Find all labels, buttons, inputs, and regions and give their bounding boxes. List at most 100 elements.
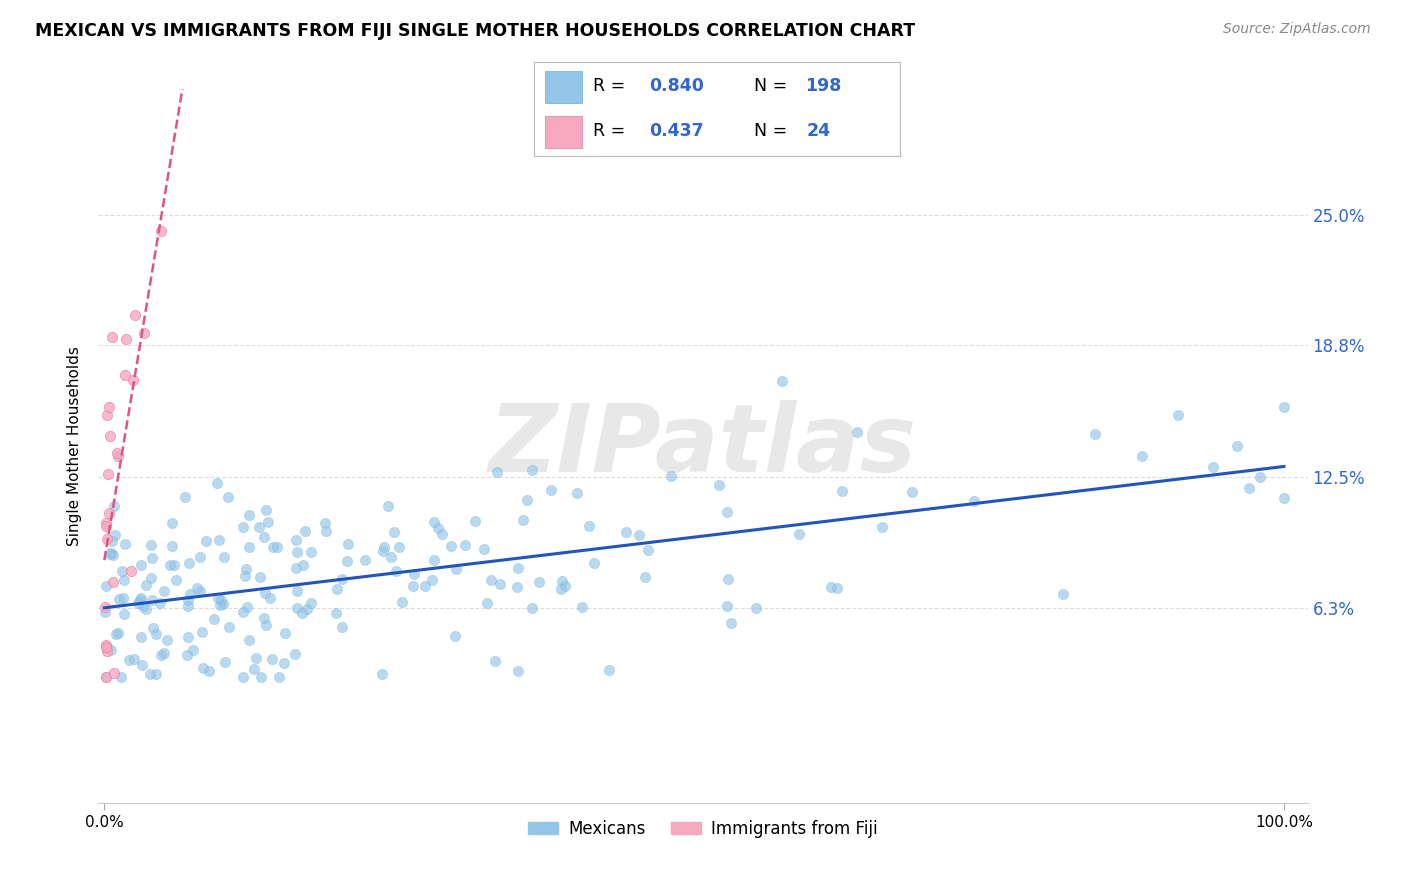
Point — [285, 561, 308, 575]
Point — [103, 665, 125, 680]
Point — [385, 564, 408, 578]
Point — [423, 515, 446, 529]
Point — [181, 643, 204, 657]
Point — [266, 541, 288, 555]
Point — [330, 572, 353, 586]
Bar — [546, 70, 582, 103]
Point — [177, 593, 200, 607]
Point — [571, 599, 593, 614]
Point — [121, 373, 143, 387]
Point — [250, 670, 273, 684]
Point — [114, 332, 136, 346]
Point — [100, 547, 122, 561]
Point — [550, 582, 572, 596]
Point — [111, 591, 134, 606]
Point — [162, 539, 184, 553]
Point — [1272, 491, 1295, 506]
Point — [325, 606, 347, 620]
Point — [299, 596, 322, 610]
Point — [153, 646, 176, 660]
Point — [150, 648, 173, 662]
Point — [233, 569, 256, 583]
Point — [285, 601, 308, 615]
Point — [188, 550, 211, 565]
Point — [129, 591, 152, 606]
Point — [253, 586, 276, 600]
Point — [582, 556, 605, 570]
Point — [291, 606, 314, 620]
Point — [145, 666, 167, 681]
Text: ZIPatlas: ZIPatlas — [489, 400, 917, 492]
Point — [382, 524, 405, 539]
Point — [135, 578, 157, 592]
Point — [522, 600, 544, 615]
Point — [165, 573, 187, 587]
Text: N =: N = — [754, 122, 797, 140]
Point — [127, 596, 149, 610]
Point — [1272, 400, 1295, 414]
Point — [247, 520, 270, 534]
Point — [634, 569, 657, 583]
Point — [391, 595, 413, 609]
Text: R =: R = — [593, 78, 630, 95]
Point — [1132, 450, 1154, 464]
Point — [238, 508, 260, 522]
Point — [94, 516, 117, 530]
Point — [96, 408, 118, 422]
Point — [177, 630, 200, 644]
Point — [131, 657, 153, 672]
Point — [176, 599, 198, 614]
Point — [299, 545, 322, 559]
Point — [787, 527, 810, 541]
Point — [191, 625, 214, 640]
Point — [193, 661, 215, 675]
Point — [163, 558, 186, 572]
Point — [259, 591, 281, 605]
Point — [114, 537, 136, 551]
Point — [337, 537, 360, 551]
Point — [98, 506, 121, 520]
Text: N =: N = — [754, 78, 793, 95]
Point — [901, 485, 924, 500]
Point — [314, 516, 336, 530]
Point — [1084, 427, 1107, 442]
Point — [315, 524, 337, 538]
Point — [388, 540, 411, 554]
Point — [135, 601, 157, 615]
Point — [846, 425, 869, 439]
Point — [294, 524, 316, 538]
Point — [295, 602, 318, 616]
Point — [479, 574, 502, 588]
Point — [232, 605, 254, 619]
Point — [512, 513, 534, 527]
Point — [252, 611, 274, 625]
Point — [260, 652, 283, 666]
Point — [506, 664, 529, 678]
Point — [108, 591, 131, 606]
Point — [104, 527, 127, 541]
Point — [744, 601, 766, 615]
Point — [110, 670, 132, 684]
Point — [529, 574, 551, 589]
Point — [336, 554, 359, 568]
Point — [472, 541, 495, 556]
Text: 198: 198 — [804, 78, 841, 95]
Point — [107, 626, 129, 640]
Point — [354, 553, 377, 567]
Point — [139, 538, 162, 552]
Point — [141, 593, 163, 607]
Point — [716, 599, 738, 614]
Point — [114, 368, 136, 383]
Point — [94, 519, 117, 533]
Point — [432, 527, 454, 541]
Point — [489, 576, 512, 591]
Point — [188, 584, 211, 599]
Point — [103, 499, 125, 513]
Point — [284, 647, 307, 661]
Point — [565, 486, 588, 500]
Point — [1202, 460, 1225, 475]
Point — [211, 598, 233, 612]
Point — [112, 573, 135, 587]
Point — [420, 574, 443, 588]
Point — [138, 667, 160, 681]
